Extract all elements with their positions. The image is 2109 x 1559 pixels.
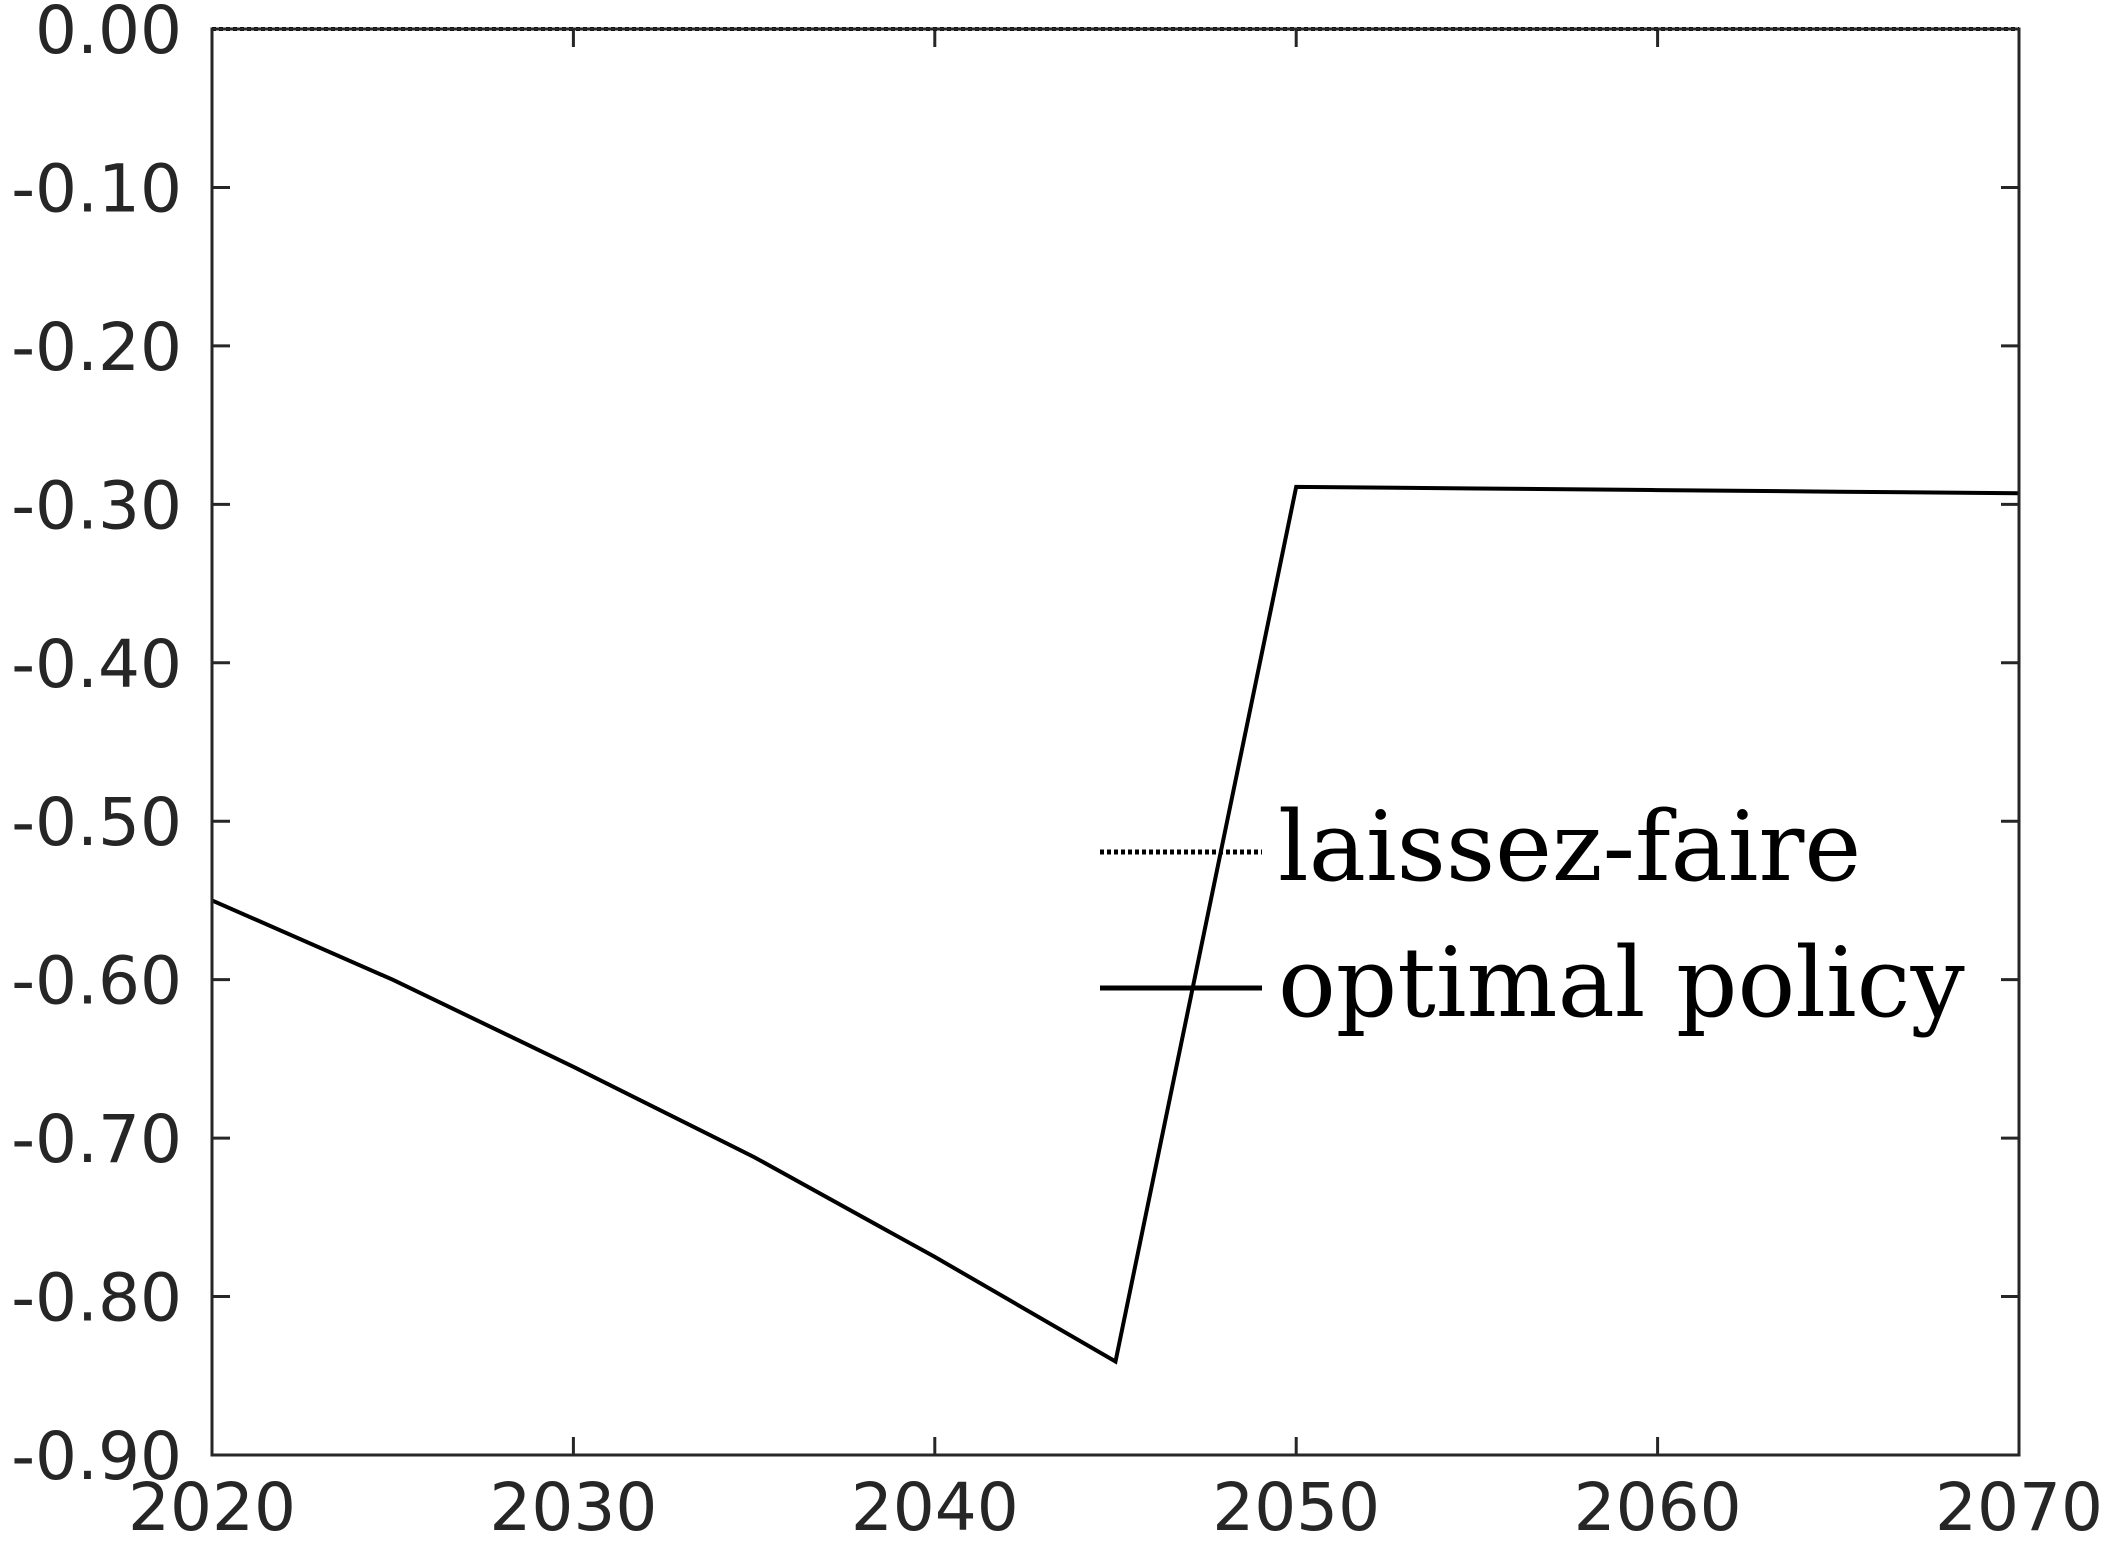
legend: laissez-faire optimal policy [1100, 791, 1965, 1039]
y-tick-label: 0.00 [35, 0, 182, 69]
y-tick-label: -0.70 [11, 1101, 182, 1178]
y-tick-label: -0.10 [11, 150, 182, 227]
x-tick-labels: 2020 2030 2040 2050 2060 2070 [128, 1469, 2103, 1546]
y-tick-label: -0.20 [11, 309, 182, 386]
plot-frame [210, 27, 2021, 1457]
y-tick-labels: 0.00 -0.10 -0.20 -0.30 -0.40 -0.50 -0.60 -0.70 -… [11, 0, 182, 1495]
x-tick-label: 2040 [851, 1469, 1019, 1546]
series-line-optimal-policy [211, 484, 2020, 1365]
y-tick-label: -0.80 [11, 1260, 182, 1337]
x-tick-label: 2050 [1212, 1469, 1380, 1546]
y-tick-label: -0.30 [11, 467, 182, 544]
x-tick-label: 2060 [1574, 1469, 1742, 1546]
x-tick-label: 2070 [1935, 1469, 2103, 1546]
x-tick-label: 2030 [489, 1469, 657, 1546]
y-tick-label: -0.90 [11, 1418, 182, 1495]
plot-area [212, 29, 2019, 1455]
legend-label: optimal policy [1278, 927, 1965, 1039]
x-tick-label: 2020 [128, 1469, 296, 1546]
y-tick-label: -0.40 [11, 626, 182, 703]
y-tick-label: -0.60 [11, 943, 182, 1020]
y-tick-label: -0.50 [11, 784, 182, 861]
legend-label: laissez-faire [1278, 791, 1861, 903]
